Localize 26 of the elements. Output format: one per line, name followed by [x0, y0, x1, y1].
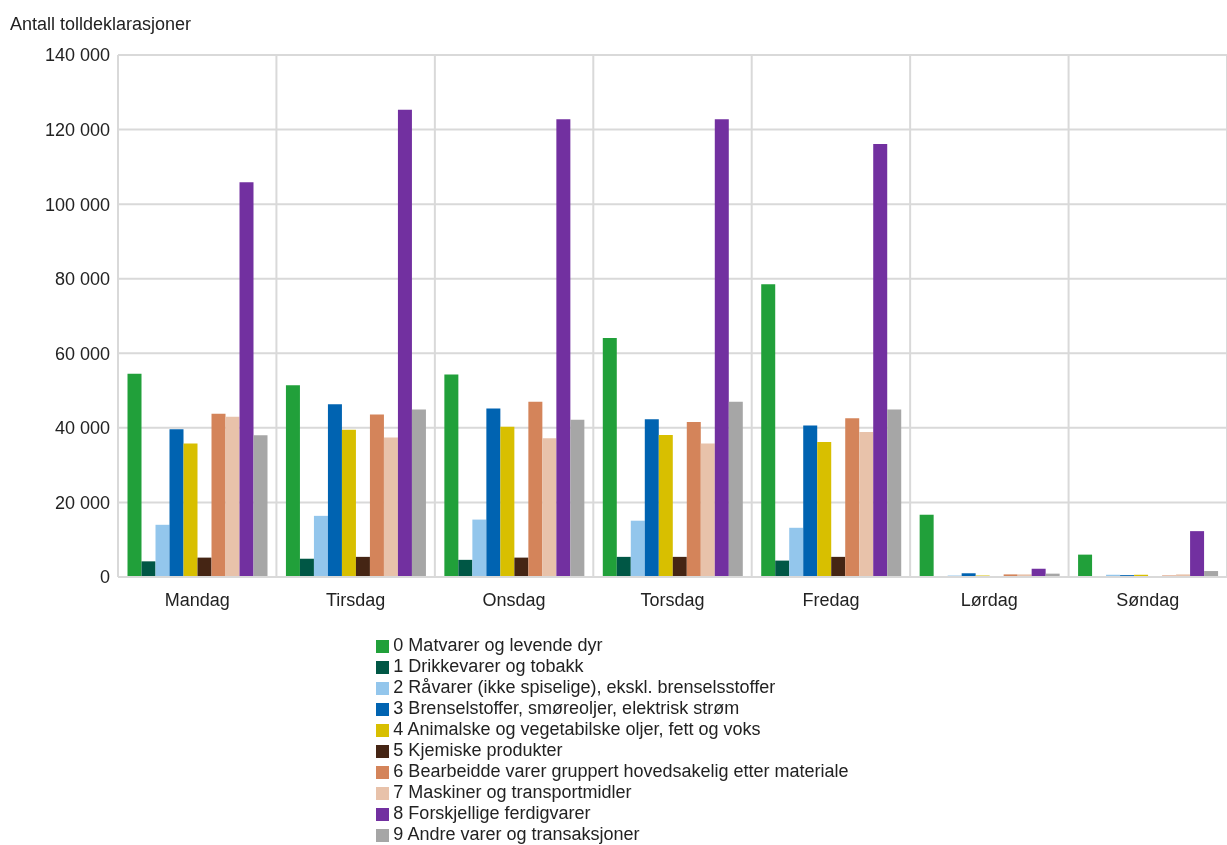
x-tick-label: Mandag	[164, 589, 230, 610]
legend-label: 4 Animalske og vegetabilske oljer, fett og voks	[393, 719, 761, 739]
x-tick-label: Fredag	[802, 589, 860, 610]
legend-label: 8 Forskjellige ferdigvarer	[393, 803, 591, 823]
x-tick-label: Tirsdag	[325, 589, 386, 610]
y-tick-label: 100 000	[44, 194, 110, 215]
y-tick-label: 140 000	[44, 45, 110, 66]
legend-label: 1 Drikkevarer og tobakk	[393, 656, 584, 676]
legend-label: 9 Andre varer og transaksjoner	[393, 824, 640, 844]
y-tick-label: 60 000	[54, 343, 110, 364]
legend-label: 7 Maskiner og transportmidler	[393, 782, 632, 802]
legend-label: 2 Råvarer (ikke spiselige), ekskl. brenselsstoffer	[393, 677, 776, 697]
x-tick-label: Onsdag	[482, 589, 546, 610]
legend-label: 0 Matvarer og levende dyr	[393, 635, 603, 655]
legend-label: 5 Kjemiske produkter	[393, 740, 563, 760]
legend-label: 3 Brenselstoffer, smøreoljer, elektrisk strøm	[393, 698, 740, 718]
y-tick-label: 120 000	[44, 119, 110, 140]
y-axis-title: Antall tolldeklarasjoner	[10, 14, 192, 35]
x-tick-label: Søndag	[1116, 589, 1180, 610]
legend-label: 6 Bearbeidde varer gruppert hovedsakelig etter materiale	[393, 761, 849, 781]
y-tick-label: 20 000	[54, 492, 110, 513]
x-tick-label: Torsdag	[640, 589, 705, 610]
y-tick-label: 0	[99, 567, 110, 588]
y-tick-label: 80 000	[54, 269, 110, 290]
y-tick-label: 40 000	[54, 418, 110, 439]
x-tick-label: Lørdag	[960, 589, 1018, 610]
